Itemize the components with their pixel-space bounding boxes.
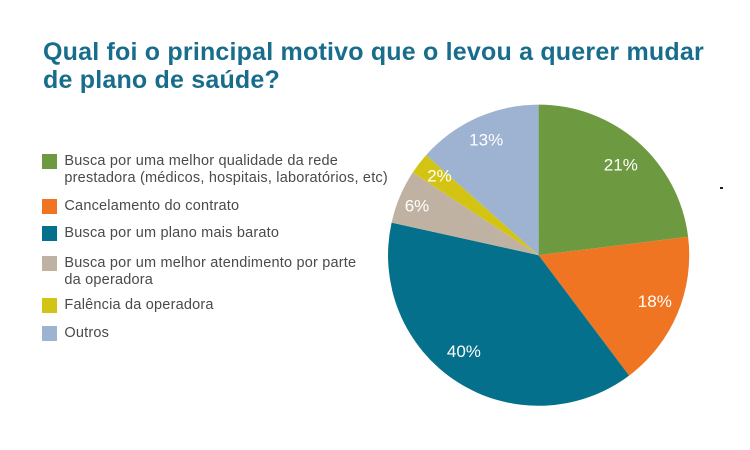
svg-text:2%: 2% bbox=[427, 167, 452, 186]
svg-text:40%: 40% bbox=[447, 342, 481, 361]
svg-text:13%: 13% bbox=[469, 131, 503, 150]
svg-text:21%: 21% bbox=[604, 156, 638, 175]
svg-text:6%: 6% bbox=[405, 197, 430, 216]
svg-text:18%: 18% bbox=[638, 292, 672, 311]
